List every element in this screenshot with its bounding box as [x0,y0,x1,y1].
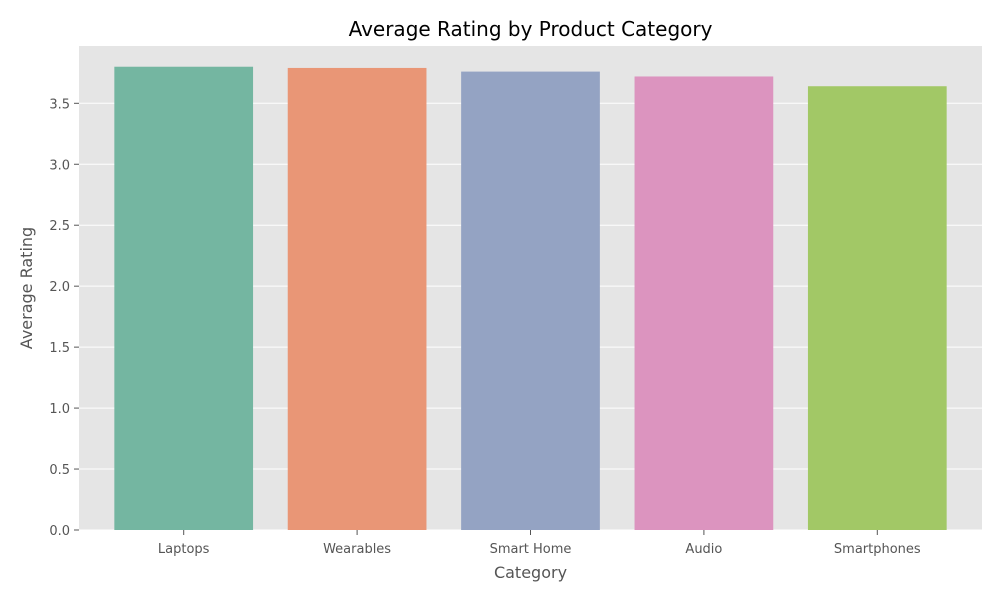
bar-laptops [114,66,254,531]
bar-smartphones [807,86,947,530]
y-tick-label: 3.5 [49,97,70,112]
chart-title: Average Rating by Product Category [349,17,713,41]
y-tick-label: 2.0 [49,280,70,295]
bar-audio [634,76,774,531]
x-axis-ticks: Laptops Wearables Smart Home Audio Smartphon… [158,530,921,557]
y-axis-ticks: 0.0 0.5 1.0 1.5 2.0 2.5 3.0 3.5 [49,97,79,539]
bar-wearables [287,67,427,531]
y-tick-label: 0.5 [49,463,70,478]
x-tick-label: Smartphones [834,542,921,557]
y-tick-label: 1.5 [49,341,70,356]
y-tick-label: 2.5 [49,219,70,234]
y-tick-label: 3.0 [49,158,70,173]
x-tick-label: Wearables [323,542,391,557]
x-tick-label: Smart Home [490,542,572,557]
y-tick-label: 0.0 [49,524,70,539]
y-axis-label: Average Rating [17,227,36,349]
x-tick-label: Laptops [158,542,210,557]
y-tick-label: 1.0 [49,402,70,417]
bar-smart-home [461,71,600,530]
bars [114,66,947,531]
x-tick-label: Audio [685,542,722,557]
x-axis-label: Category [494,563,567,582]
